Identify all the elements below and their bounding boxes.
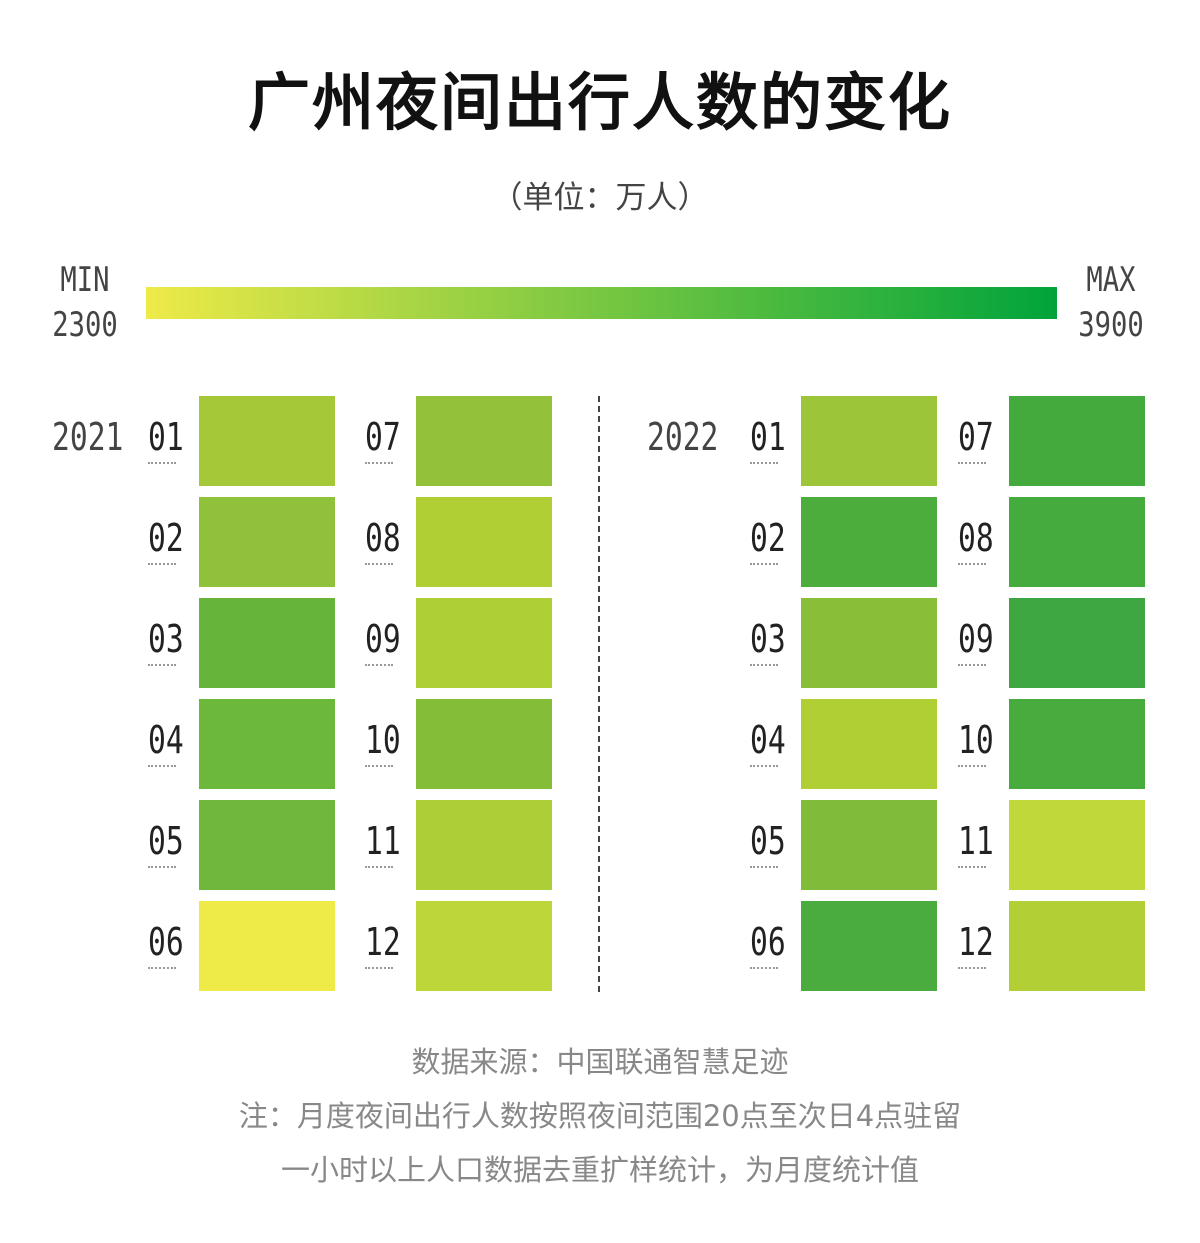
month-underline: [750, 563, 778, 565]
month-underline: [148, 664, 176, 666]
chart-subtitle: （单位：万人）: [491, 180, 709, 216]
heatmap-cell-2021-08: [416, 497, 552, 587]
month-underline: [365, 563, 393, 565]
heatmap-cell-2022-12: [1009, 901, 1145, 991]
heatmap-cell-2021-01: [199, 396, 335, 486]
month-label-2021-08: 08: [365, 516, 401, 560]
heatmap-cell-2022-03: [801, 598, 937, 688]
month-label-2022-01: 01: [750, 415, 786, 459]
month-label-2021-01: 01: [148, 415, 184, 459]
month-underline: [750, 462, 778, 464]
heatmap-cell-2022-10: [1009, 699, 1145, 789]
heatmap-cell-2022-08: [1009, 497, 1145, 587]
month-label-2022-06: 06: [750, 920, 786, 964]
chart-title: 广州夜间出行人数的变化: [247, 66, 952, 139]
note-line-1: 注：月度夜间出行人数按照夜间范围20点至次日4点驻留: [238, 1099, 962, 1133]
month-underline: [148, 563, 176, 565]
legend-gradient-bar: [146, 287, 1057, 319]
month-underline: [148, 967, 176, 969]
month-underline: [958, 664, 986, 666]
month-label-2021-10: 10: [365, 718, 401, 762]
legend-max-label: MAX: [1086, 260, 1136, 300]
month-underline: [365, 664, 393, 666]
heatmap-cell-2021-02: [199, 497, 335, 587]
heatmap-cell-2022-06: [801, 901, 937, 991]
heatmap-cell-2021-05: [199, 800, 335, 890]
month-label-2022-08: 08: [958, 516, 994, 560]
source-note: 数据来源：中国联通智慧足迹: [411, 1045, 789, 1079]
month-underline: [365, 967, 393, 969]
month-underline: [148, 765, 176, 767]
heatmap-cell-2021-11: [416, 800, 552, 890]
heatmap-cell-2022-01: [801, 396, 937, 486]
month-underline: [958, 866, 986, 868]
month-underline: [958, 765, 986, 767]
month-label-2022-04: 04: [750, 718, 786, 762]
heatmap-cell-2022-05: [801, 800, 937, 890]
heatmap-cell-2022-04: [801, 699, 937, 789]
legend-max-value: 3900: [1078, 305, 1144, 345]
month-underline: [365, 462, 393, 464]
month-label-2021-04: 04: [148, 718, 184, 762]
legend-min-value: 2300: [52, 305, 118, 345]
heatmap-cell-2022-11: [1009, 800, 1145, 890]
month-underline: [750, 866, 778, 868]
month-label-2022-12: 12: [958, 920, 994, 964]
month-underline: [958, 967, 986, 969]
heatmap-cell-2021-07: [416, 396, 552, 486]
month-underline: [750, 664, 778, 666]
month-label-2022-03: 03: [750, 617, 786, 661]
note-line-2: 一小时以上人口数据去重扩样统计，为月度统计值: [280, 1153, 919, 1187]
year-divider: [598, 396, 600, 992]
month-label-2021-09: 09: [365, 617, 401, 661]
heatmap-cell-2021-09: [416, 598, 552, 688]
month-label-2021-02: 02: [148, 516, 184, 560]
month-underline: [365, 866, 393, 868]
heatmap-cell-2022-09: [1009, 598, 1145, 688]
month-label-2021-12: 12: [365, 920, 401, 964]
heatmap-cell-2021-04: [199, 699, 335, 789]
month-underline: [750, 967, 778, 969]
heatmap-cell-2022-07: [1009, 396, 1145, 486]
month-label-2022-02: 02: [750, 516, 786, 560]
month-label-2022-11: 11: [958, 819, 994, 863]
month-label-2022-10: 10: [958, 718, 994, 762]
year-label-2022: 2022: [647, 415, 719, 459]
month-underline: [148, 462, 176, 464]
heatmap-cell-2021-06: [199, 901, 335, 991]
month-underline: [958, 563, 986, 565]
heatmap-cell-2021-03: [199, 598, 335, 688]
month-underline: [365, 765, 393, 767]
month-underline: [750, 765, 778, 767]
month-underline: [148, 866, 176, 868]
month-label-2022-07: 07: [958, 415, 994, 459]
month-label-2021-03: 03: [148, 617, 184, 661]
month-underline: [958, 462, 986, 464]
year-label-2021: 2021: [52, 415, 124, 459]
month-label-2021-11: 11: [365, 819, 401, 863]
heatmap-cell-2021-10: [416, 699, 552, 789]
month-label-2022-09: 09: [958, 617, 994, 661]
month-label-2021-07: 07: [365, 415, 401, 459]
heatmap-cell-2021-12: [416, 901, 552, 991]
month-label-2022-05: 05: [750, 819, 786, 863]
heatmap-cell-2022-02: [801, 497, 937, 587]
legend-min-label: MIN: [60, 260, 110, 300]
month-label-2021-05: 05: [148, 819, 184, 863]
month-label-2021-06: 06: [148, 920, 184, 964]
